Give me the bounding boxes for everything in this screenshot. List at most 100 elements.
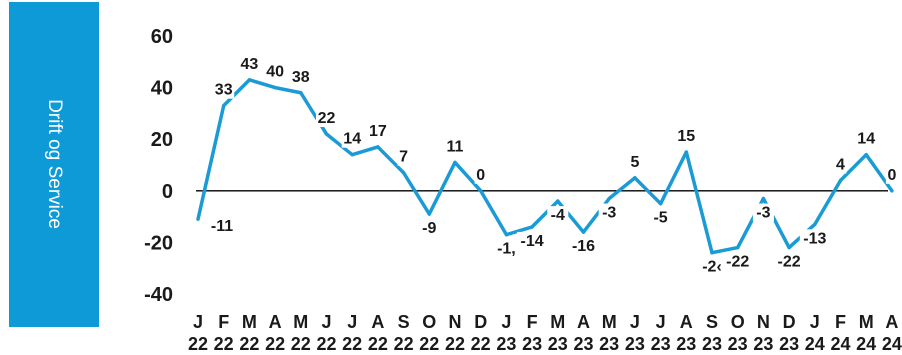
data-label-bg: [238, 54, 260, 73]
y-tick-label: 40: [151, 78, 173, 100]
x-tick-month: J: [347, 312, 357, 332]
x-tick-month: A: [371, 312, 384, 332]
data-label: -13: [803, 230, 826, 247]
data-label: 14: [343, 131, 361, 148]
x-tick-month: A: [680, 312, 693, 332]
x-tick-year: 23: [651, 334, 671, 354]
x-tick-month: O: [731, 312, 745, 332]
line-segment: [710, 245, 740, 255]
x-tick-month: M: [550, 312, 565, 332]
data-label: -16: [572, 238, 595, 255]
data-label: -4: [551, 207, 565, 224]
data-label: -2‹: [702, 259, 722, 276]
data-label: 4: [836, 156, 845, 173]
line-segment: [633, 176, 663, 206]
data-label-bg: [213, 80, 235, 99]
data-label-bg: [834, 155, 847, 174]
x-tick-month: A: [269, 312, 282, 332]
y-tick-label: -40: [144, 284, 173, 306]
data-label-bg: [855, 129, 877, 148]
line-segment: [299, 91, 329, 136]
y-tick-label: 60: [151, 26, 173, 48]
data-label-bg: [290, 67, 312, 86]
x-tick-year: 24: [856, 334, 876, 354]
x-tick-year: 24: [830, 334, 850, 354]
x-tick-month: M: [293, 312, 308, 332]
data-label: 0: [476, 167, 485, 184]
data-label: -14: [521, 233, 544, 250]
data-label-bg: [397, 147, 410, 166]
data-label: -3: [602, 205, 616, 222]
data-label-bg: [774, 252, 805, 271]
data-label-bg: [418, 219, 440, 238]
y-tick-label: -20: [144, 232, 173, 254]
data-label: 22: [318, 110, 336, 127]
data-label: 5: [630, 154, 639, 171]
line-segment: [838, 152, 868, 183]
data-label: 38: [292, 69, 310, 86]
x-axis: J22F22M22A22M22J22J22A22S22O22N22D22J23F…: [188, 312, 902, 354]
line-segment: [684, 150, 714, 255]
x-tick-year: 23: [522, 334, 542, 354]
x-tick-year: 22: [316, 334, 336, 354]
data-label: 7: [399, 149, 408, 166]
x-tick-year: 22: [445, 334, 465, 354]
x-tick-year: 22: [214, 334, 234, 354]
data-label: 17: [369, 123, 387, 140]
x-tick-year: 24: [882, 334, 902, 354]
x-tick-month: J: [656, 312, 666, 332]
x-tick-year: 23: [548, 334, 568, 354]
x-tick-year: 22: [419, 334, 439, 354]
data-label-bg: [547, 206, 569, 225]
x-tick-year: 24: [805, 334, 825, 354]
data-label-bg: [264, 62, 286, 81]
data-label-bg: [722, 252, 753, 271]
data-label: 33: [215, 82, 233, 99]
line-segment: [453, 160, 483, 193]
data-label: 40: [266, 64, 284, 81]
x-tick-month: J: [501, 312, 511, 332]
x-tick-month: M: [242, 312, 257, 332]
x-tick-month: S: [706, 312, 718, 332]
x-tick-month: N: [757, 312, 770, 332]
x-tick-month: N: [449, 312, 462, 332]
data-label: -11: [211, 218, 233, 235]
y-tick-label: 20: [151, 129, 173, 151]
line-segment: [273, 85, 303, 95]
x-tick-month: F: [835, 312, 846, 332]
x-tick-year: 23: [779, 334, 799, 354]
data-label: 0: [887, 167, 896, 184]
x-tick-year: 22: [265, 334, 285, 354]
line-segment: [247, 78, 277, 90]
line-segment: [864, 152, 894, 193]
data-label: 43: [241, 56, 259, 73]
x-tick-year: 23: [676, 334, 696, 354]
x-tick-year: 22: [342, 334, 362, 354]
data-label-bg: [650, 208, 672, 227]
line-segment: [658, 150, 689, 206]
data-label: -22: [778, 254, 801, 271]
data-label: -22: [726, 254, 749, 271]
data-label: 14: [857, 131, 875, 148]
y-axis: 60 40 20 0 -20 -40: [144, 26, 173, 306]
x-tick-year: 22: [239, 334, 259, 354]
x-tick-month: D: [474, 312, 487, 332]
x-tick-month: A: [577, 312, 590, 332]
line-segment: [607, 176, 637, 201]
x-tick-year: 23: [573, 334, 593, 354]
data-label: 11: [447, 138, 464, 155]
data-label-bg: [517, 231, 548, 250]
line-segment: [324, 132, 354, 157]
line-segment: [504, 225, 534, 237]
x-tick-month: F: [527, 312, 538, 332]
x-tick-year: 22: [368, 334, 388, 354]
data-label-bg: [568, 237, 599, 256]
x-tick-month: D: [783, 312, 796, 332]
data-label: -9: [422, 220, 436, 237]
data-label: -1,: [497, 241, 516, 258]
x-tick-month: M: [859, 312, 874, 332]
x-tick-year: 23: [753, 334, 773, 354]
